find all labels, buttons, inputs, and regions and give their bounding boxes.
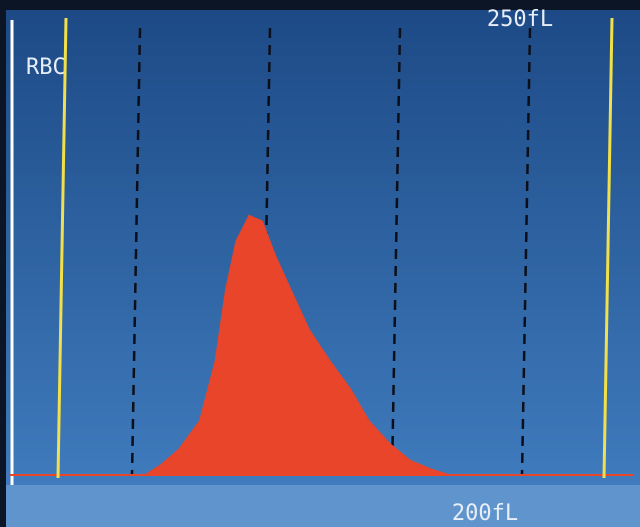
- grid-line: [520, 27, 532, 476]
- grid-line: [130, 27, 142, 476]
- annotation: 250fL: [487, 7, 553, 32]
- distribution-area: [142, 214, 450, 476]
- discriminator-line: [56, 17, 68, 479]
- discriminator-line: [602, 17, 614, 479]
- grid-line: [390, 27, 402, 476]
- annotation: 200fL: [452, 501, 518, 526]
- chart-title: RBC: [26, 55, 66, 80]
- bottom-strip: [6, 485, 640, 527]
